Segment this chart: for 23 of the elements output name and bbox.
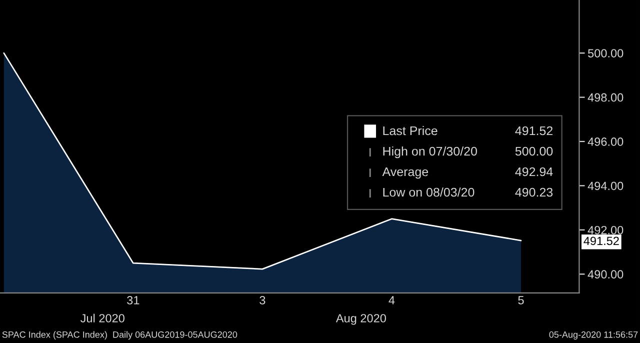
text: 05-Aug-2020 11:56:57 (549, 331, 638, 340)
annotation: Average (382, 167, 428, 179)
text: SPAC Index (SPAC Index) Daily 06AUG2019-05AUG2020 (2, 331, 238, 340)
x-tick-label: 4 (388, 296, 395, 304)
y-tick-label: 498.00 (588, 93, 624, 102)
y-tick-label: 496.00 (588, 138, 624, 146)
annotation: 500.00 (515, 146, 553, 156)
x-tick-label: 31 (127, 296, 140, 304)
text: Aug 2020 (336, 314, 386, 325)
y-tick-label: 494.00 (588, 182, 624, 190)
x-tick-label: 5 (518, 296, 524, 304)
annotation: 491.52 (584, 236, 619, 246)
annotation: Low on 08/03/20 (383, 188, 474, 197)
annotation: 490.23 (515, 188, 553, 197)
annotation: 492.94 (515, 167, 553, 176)
annotation: High on 07/30/20 (383, 146, 477, 158)
legend-label: Last Price (383, 126, 438, 136)
y-tick-label: 492.00 (588, 226, 624, 234)
x-tick-label: 3 (260, 296, 266, 304)
y-tick-label: 500.00 (588, 49, 624, 58)
text: Jul 2020 (80, 314, 124, 322)
y-tick-label: 490.00 (588, 270, 624, 279)
annotation: 491.52 (515, 126, 553, 136)
